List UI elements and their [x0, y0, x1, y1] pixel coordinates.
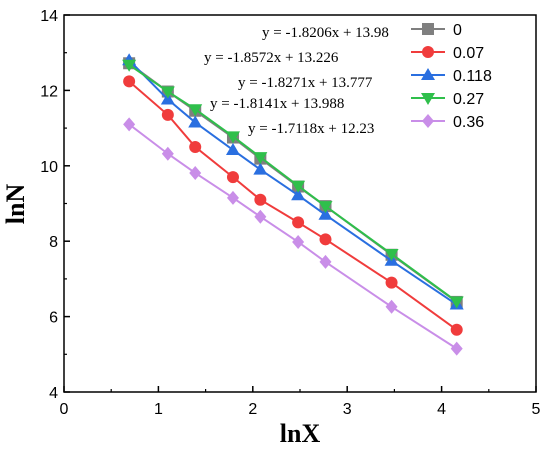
- y-tick-label: 14: [40, 8, 58, 25]
- legend-label: 0.118: [453, 68, 492, 85]
- series-line: [128, 123, 458, 350]
- data-point: [225, 131, 240, 144]
- legend-item: 0.36: [411, 114, 484, 131]
- data-point: [291, 180, 306, 193]
- series-1: [123, 75, 463, 336]
- equation-label: y = -1.8271x + 13.777: [238, 75, 373, 91]
- data-point: [123, 75, 136, 88]
- legend-item: 0.118: [411, 68, 492, 85]
- data-point: [292, 234, 305, 249]
- data-point: [384, 249, 399, 262]
- legend: 0 0.07 0.118 0.27 0.36: [411, 22, 492, 131]
- data-point: [291, 188, 306, 201]
- data-point: [188, 115, 203, 128]
- legend-item: 0: [411, 22, 462, 39]
- equation-annotations: y = -1.8206x + 13.98 y = -1.8572x + 13.22…: [204, 25, 389, 137]
- y-tick-label: 12: [40, 83, 58, 100]
- series-2: [122, 53, 464, 310]
- series-4: [123, 117, 463, 356]
- legend-label: 0: [453, 22, 462, 39]
- legend-marker: [421, 68, 435, 80]
- legend-marker: [422, 114, 434, 128]
- x-tick-label: 5: [532, 401, 541, 418]
- data-point: [319, 254, 332, 269]
- legend-label: 0.36: [453, 114, 484, 131]
- data-point: [226, 171, 239, 184]
- y-tick-label: 8: [49, 234, 58, 251]
- equation-label: y = -1.8572x + 13.226: [204, 50, 339, 66]
- data-point: [225, 142, 240, 155]
- equation-label: y = -1.8141x + 13.988: [210, 96, 344, 112]
- y-tick-label: 10: [40, 159, 58, 176]
- x-tick-label: 2: [248, 401, 257, 418]
- x-axis-title: lnX: [280, 419, 321, 448]
- data-point: [450, 323, 463, 336]
- data-point: [160, 86, 175, 99]
- data-point: [161, 146, 174, 161]
- x-tick-label: 0: [60, 401, 69, 418]
- y-axis-title: lnN: [1, 184, 30, 225]
- y-tick-label: 6: [49, 310, 58, 327]
- data-point: [188, 104, 203, 117]
- data-point: [450, 341, 463, 356]
- series-line: [128, 80, 458, 331]
- x-tick-label: 1: [154, 401, 163, 418]
- legend-marker: [422, 46, 434, 58]
- legend-item: 0.07: [411, 45, 484, 62]
- data-point: [189, 165, 202, 180]
- equation-label: y = -1.8206x + 13.98: [262, 25, 389, 41]
- legend-item: 0.27: [411, 91, 484, 108]
- data-point: [254, 193, 267, 206]
- y-tick-label: 4: [49, 385, 58, 402]
- data-point: [385, 276, 398, 289]
- data-point: [253, 162, 268, 175]
- equation-label: y = -1.7118x + 12.23: [248, 121, 374, 137]
- legend-label: 0.07: [453, 45, 484, 62]
- data-point: [189, 140, 202, 153]
- data-point: [318, 201, 333, 214]
- data-point: [385, 299, 398, 314]
- data-point: [253, 152, 268, 165]
- data-point: [254, 209, 267, 224]
- x-tick-label: 3: [343, 401, 352, 418]
- legend-marker: [422, 23, 434, 35]
- series-layer: [122, 53, 464, 356]
- data-point: [161, 108, 174, 121]
- x-tick-label: 4: [437, 401, 446, 418]
- series-3: [122, 59, 464, 309]
- legend-marker: [421, 93, 435, 105]
- data-point: [226, 190, 239, 205]
- data-point: [292, 216, 305, 229]
- data-point: [122, 59, 137, 72]
- legend-label: 0.27: [453, 91, 484, 108]
- data-point: [123, 117, 136, 132]
- data-point: [449, 296, 464, 309]
- data-point: [319, 233, 332, 246]
- data-point: [318, 207, 333, 220]
